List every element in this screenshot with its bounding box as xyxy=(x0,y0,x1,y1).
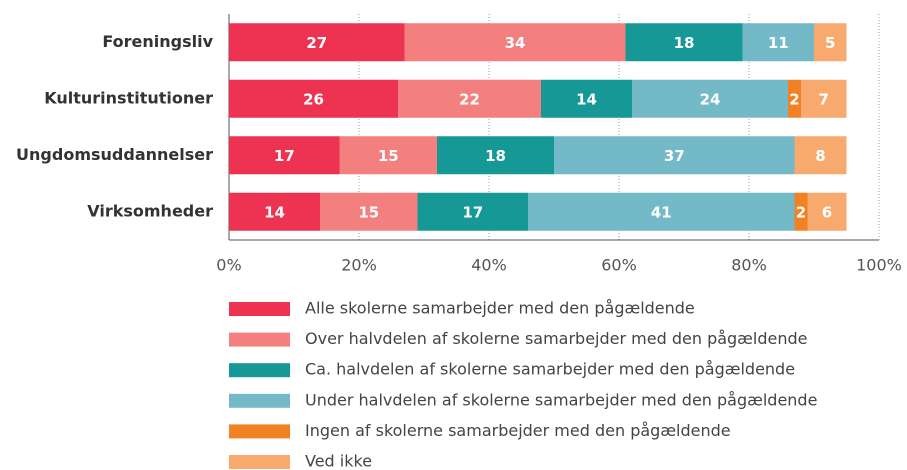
legend-label: Alle skolerne samarbejder med den pågæld… xyxy=(305,299,695,318)
data-label: 18 xyxy=(485,147,506,165)
category-label: Virksomheder xyxy=(87,201,213,220)
x-tick-label: 100% xyxy=(856,256,902,275)
bar-segment xyxy=(229,192,320,231)
data-label: 8 xyxy=(815,147,825,165)
category-label: Foreningsliv xyxy=(102,32,213,51)
x-tick-label: 0% xyxy=(216,256,241,275)
bar-segment xyxy=(320,192,418,231)
data-label: 5 xyxy=(825,34,835,52)
bar-segment xyxy=(528,192,795,231)
legend-swatch xyxy=(229,424,290,439)
bar-segment xyxy=(229,136,340,175)
category-label: Ungdomsuddannelser xyxy=(16,145,213,164)
x-tick-label: 20% xyxy=(341,256,377,275)
legend-label: Ingen af skolerne samarbejder med den på… xyxy=(305,421,731,440)
data-label: 37 xyxy=(664,147,685,165)
legend-swatch xyxy=(229,332,290,347)
bar-segment xyxy=(437,136,554,175)
bar-segment xyxy=(794,192,808,231)
data-label: 7 xyxy=(819,90,829,108)
bar-segment xyxy=(632,79,788,118)
data-label: 18 xyxy=(674,34,695,52)
data-label: 17 xyxy=(274,147,295,165)
legend-label: Ca. halvdelen af skolerne samarbejder me… xyxy=(305,360,795,379)
x-tick-label: 80% xyxy=(731,256,767,275)
data-label: 17 xyxy=(462,203,483,221)
legend-swatch xyxy=(229,302,290,316)
data-label: 2 xyxy=(796,203,806,221)
data-label: 14 xyxy=(576,90,597,108)
bar-segment xyxy=(554,136,795,175)
category-label: Kulturinstitutioner xyxy=(44,88,213,107)
legend-swatch xyxy=(229,393,290,408)
bar-segment xyxy=(814,23,847,62)
data-label: 15 xyxy=(358,203,379,221)
data-label: 15 xyxy=(378,147,399,165)
bar-segment xyxy=(788,79,801,118)
legend-label: Over halvdelen af skolerne samarbejder m… xyxy=(305,329,807,348)
bar-segment xyxy=(807,192,847,231)
data-label: 2 xyxy=(789,90,799,108)
bar-segment xyxy=(229,23,405,62)
data-label: 14 xyxy=(264,203,285,221)
bar-segment xyxy=(417,192,528,231)
legend-swatch xyxy=(229,363,290,378)
bar-segment xyxy=(801,79,847,118)
bar-segment xyxy=(339,136,437,175)
bar-segment xyxy=(404,23,626,62)
bar-segment xyxy=(742,23,814,62)
legend-swatch xyxy=(229,455,290,469)
bar-segment xyxy=(794,136,847,175)
data-label: 26 xyxy=(303,90,324,108)
data-label: 24 xyxy=(700,90,721,108)
x-tick-label: 40% xyxy=(471,256,507,275)
data-label: 27 xyxy=(306,34,327,52)
data-label: 34 xyxy=(505,34,526,52)
legend-label: Under halvdelen af skolerne samarbejder … xyxy=(305,390,817,409)
bar-segment xyxy=(625,23,743,62)
bar-segment xyxy=(398,79,541,118)
data-label: 41 xyxy=(651,203,672,221)
bar-segment xyxy=(229,79,398,118)
x-tick-label: 60% xyxy=(601,256,637,275)
legend-label: Ved ikke xyxy=(305,452,372,470)
bar-segment xyxy=(541,79,632,118)
data-label: 11 xyxy=(768,34,789,52)
data-label: 6 xyxy=(822,203,832,221)
data-label: 22 xyxy=(459,90,480,108)
